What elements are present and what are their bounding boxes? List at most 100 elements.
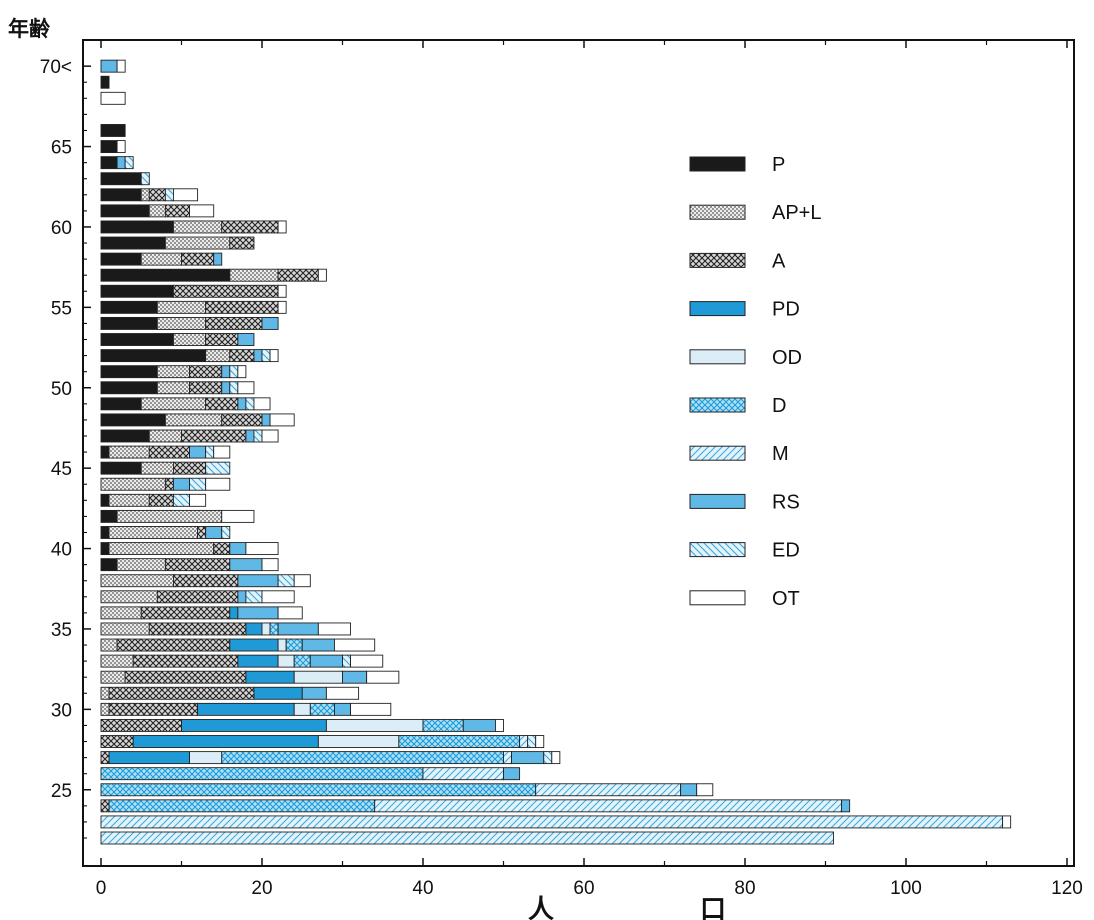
- legend-label-m: M: [772, 443, 789, 465]
- bar-segment-rs-age-41: [205, 526, 223, 539]
- bar-segment-ap-l-age-61: [148, 204, 166, 218]
- bar-segment-d-age-28: [398, 735, 521, 748]
- bar-segment-ed-age-49: [245, 397, 255, 411]
- bar-segment-od-age-35: [261, 622, 271, 636]
- y-tick-label: 65: [51, 138, 72, 159]
- bar-segment-ot-age-44: [205, 477, 231, 491]
- bar-segment-ot-age-61: [189, 204, 215, 218]
- bar-segment-m-age-25: [535, 783, 682, 797]
- bar-segment-rs-age-53: [237, 333, 255, 346]
- bar-segment-ot-age-40: [245, 542, 279, 556]
- bar-segment-ap-l-age-35: [100, 622, 150, 636]
- y-tick-label: 45: [51, 459, 72, 480]
- bar-segment-rs-age-40: [229, 542, 247, 556]
- bar-segment-rs-age-44: [172, 477, 190, 491]
- bar-segment-p-age-66: [100, 124, 126, 137]
- bar-segment-rs-age-47: [245, 429, 255, 443]
- bar-segment-d-age-26: [100, 767, 424, 781]
- bar-segment-p-age-46: [100, 445, 110, 459]
- bar-segment-a-age-32: [124, 670, 247, 684]
- y-tick-label: 35: [51, 620, 72, 641]
- bar-segment-ot-age-29: [495, 718, 504, 732]
- bar-segment-p-age-42: [100, 509, 118, 523]
- bar-segment-od-age-32: [293, 670, 343, 684]
- bar-segment-rs-age-52: [253, 349, 263, 363]
- bar-segment-rs-age-34: [301, 638, 335, 652]
- bar-segment-ed-age-41: [221, 526, 231, 539]
- legend-label-ap-l: AP+L: [772, 202, 821, 224]
- bar-segment-d-age-27: [221, 751, 504, 765]
- bar-segment-ot-age-50: [237, 381, 255, 395]
- bar-segment-a-age-62: [148, 188, 166, 202]
- bar-segment-ap-l-age-40: [108, 542, 215, 556]
- bar-segment-a-age-52: [229, 349, 255, 363]
- legend-swatch-pd: [689, 301, 746, 317]
- bar-segment-p-age-49: [100, 397, 142, 411]
- bar-segment-ot-age-47: [261, 429, 279, 443]
- bar-segment-ap-l-age-60: [172, 220, 223, 234]
- bar-segment-rs-age-33: [309, 654, 343, 668]
- x-tick-label: 80: [734, 878, 755, 899]
- bar-segment-a-age-47: [181, 429, 247, 443]
- bar-segment-a-age-45: [172, 461, 207, 475]
- bar-segment-ap-l-age-36: [100, 606, 142, 620]
- bar-segment-ed-age-62: [164, 188, 174, 202]
- bar-segment-d-age-25: [100, 783, 537, 797]
- bar-segment-a-age-28: [100, 735, 134, 748]
- legend-label-p: P: [772, 154, 785, 176]
- bar-segment-ap-l-age-52: [205, 349, 231, 363]
- bar-segment-p-age-57: [100, 268, 231, 282]
- x-tick-label: 40: [412, 878, 433, 899]
- bar-segment-p-age-56: [100, 284, 174, 298]
- bar-segment-p-age-48: [100, 413, 166, 427]
- bar-segment-ot-age-39: [261, 558, 279, 572]
- bar-segment-m-age-26: [422, 767, 504, 781]
- bar-segment-ot-age-32: [366, 670, 400, 684]
- bar-segment-rs-age-70: [100, 59, 118, 73]
- bar-segment-a-age-31: [108, 686, 255, 700]
- bar-segment-a-age-53: [205, 333, 239, 346]
- bar-segment-a-age-44: [164, 477, 174, 491]
- legend-label-ot: OT: [772, 588, 800, 610]
- bar-segment-a-age-61: [164, 204, 190, 218]
- bar-segment-p-age-61: [100, 204, 150, 218]
- bar-segment-rs-age-24: [841, 799, 851, 813]
- plot-frame: [82, 39, 1075, 867]
- bar-segment-p-age-65: [100, 140, 118, 154]
- bar-segment-ed-age-44: [189, 477, 207, 491]
- bar-segment-pd-age-31: [253, 686, 303, 700]
- bar-segment-ot-age-34: [334, 638, 376, 652]
- bar-segment-rs-age-48: [261, 413, 271, 427]
- bar-segment-ap-l-age-33: [100, 654, 134, 668]
- bar-segment-ot-age-30: [350, 702, 392, 716]
- bar-segment-rs-age-32: [342, 670, 368, 684]
- bar-segment-a-age-39: [164, 558, 231, 572]
- bar-segment-ed-age-43: [172, 493, 190, 507]
- bar-segment-a-age-43: [148, 493, 174, 507]
- bar-segment-pd-age-36: [229, 606, 239, 620]
- bar-segment-ot-age-57: [317, 268, 327, 282]
- bar-segment-m-age-23: [100, 815, 1004, 829]
- bar-segment-ot-age-60: [277, 220, 287, 234]
- bar-segment-ap-l-age-51: [156, 365, 191, 379]
- bar-segment-ap-l-age-54: [156, 316, 207, 330]
- bar-segment-d-age-35: [269, 622, 279, 636]
- y-axis: 25 30 35 40 45 50 55 60 65 70<: [40, 57, 91, 839]
- bar-segment-ap-l-age-30: [100, 702, 110, 716]
- bar-segment-p-age-55: [100, 300, 158, 314]
- bar-segment-a-age-54: [205, 316, 263, 330]
- bar-segment-a-age-30: [108, 702, 199, 716]
- bar-segment-pd-age-32: [245, 670, 295, 684]
- bar-segment-p-age-39: [100, 558, 118, 572]
- bar-segment-ap-l-age-37: [100, 590, 158, 604]
- bar-segment-rs-age-27: [511, 751, 545, 765]
- y-tick-label: 70<: [40, 57, 72, 78]
- legend-label-d: D: [772, 395, 786, 417]
- bar-segment-ot-age-68: [100, 91, 126, 105]
- bar-segment-a-age-50: [189, 381, 223, 395]
- bar-segment-ap-l-age-44: [100, 477, 166, 491]
- bar-segment-ed-age-51: [229, 365, 239, 379]
- y-tick-label: 60: [51, 218, 72, 239]
- bar-segment-p-age-60: [100, 220, 174, 234]
- bar-segment-rs-age-31: [301, 686, 327, 700]
